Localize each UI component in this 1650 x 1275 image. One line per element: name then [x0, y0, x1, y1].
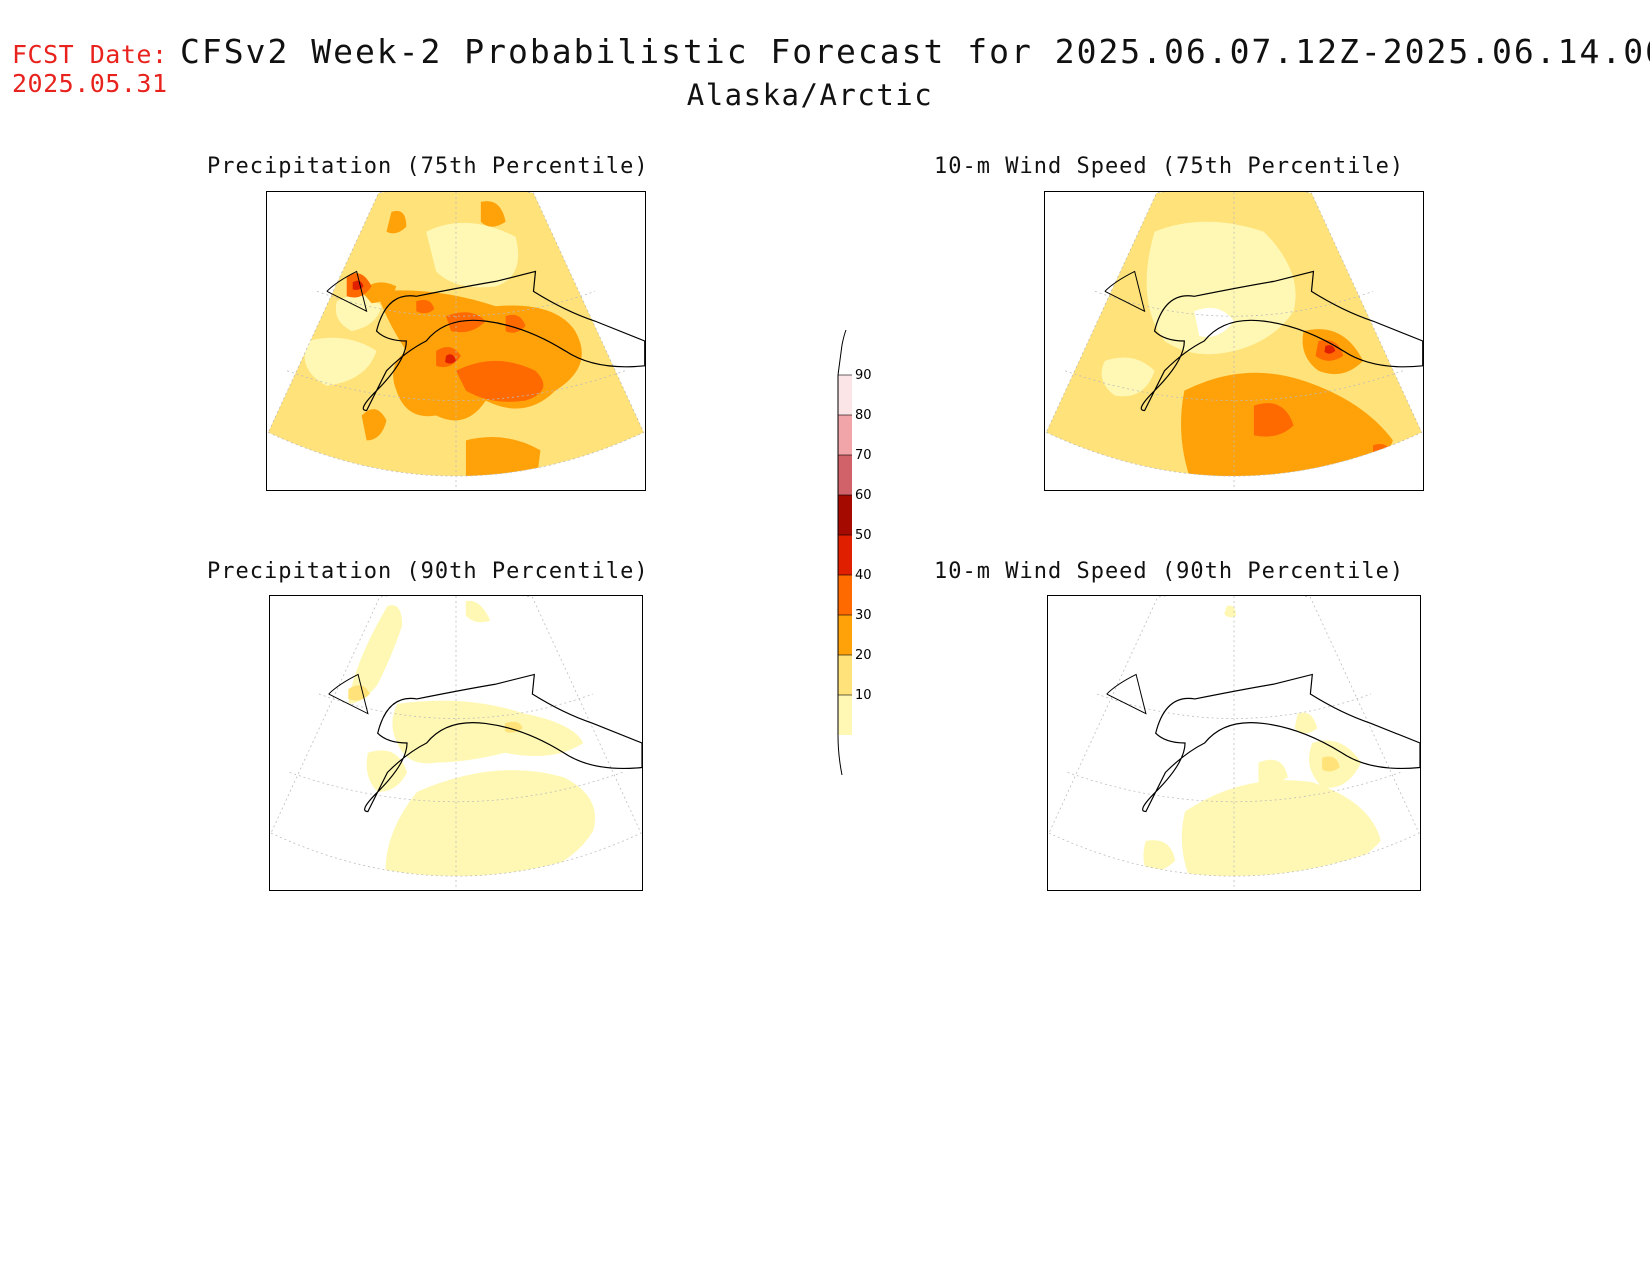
- page-subtitle: Alaska/Arctic: [686, 78, 934, 112]
- panel-title-wind-90: 10-m Wind Speed (90th Percentile): [934, 559, 1405, 584]
- map-panel-wind-90[interactable]: [1047, 595, 1421, 891]
- map-panel-wind-75[interactable]: [1044, 191, 1424, 491]
- colorbar-label-80: 80: [855, 408, 872, 423]
- colorbar-swatch-10: [838, 695, 852, 735]
- colorbar-top-cap: [837, 329, 847, 376]
- map-panel-precip-90[interactable]: [269, 595, 643, 891]
- colorbar-swatch-40: [838, 575, 852, 615]
- colorbar-label-50: 50: [855, 528, 872, 543]
- panel-title-precip-90: Precipitation (90th Percentile): [207, 559, 649, 584]
- colorbar-label-40: 40: [855, 568, 872, 583]
- map-wind-75: [1045, 192, 1423, 490]
- colorbar-swatch-20: [838, 655, 852, 695]
- colorbar-label-20: 20: [855, 648, 872, 663]
- map-precip-75: [267, 192, 645, 490]
- forecast-date-value: 2025.05.31: [12, 69, 168, 98]
- panel-title-precip-75: Precipitation (75th Percentile): [207, 154, 649, 179]
- panel-title-wind-75: 10-m Wind Speed (75th Percentile): [934, 154, 1405, 179]
- colorbar-bottom-cap: [837, 734, 843, 776]
- map-precip-90: [270, 596, 642, 890]
- colorbar-label-70: 70: [855, 448, 872, 463]
- colorbar-label-60: 60: [855, 488, 872, 503]
- colorbar-svg: 90 80 70 60 50 40 30 20 10: [837, 329, 872, 776]
- colorbar-swatch-90: [838, 375, 852, 415]
- colorbar-swatch-70: [838, 455, 852, 495]
- colorbar-swatch-80: [838, 415, 852, 455]
- colorbar-swatch-60: [838, 495, 852, 535]
- page-title: CFSv2 Week-2 Probabilistic Forecast for …: [180, 32, 1650, 71]
- colorbar: 90 80 70 60 50 40 30 20 10: [820, 329, 900, 776]
- colorbar-label-30: 30: [855, 608, 872, 623]
- colorbar-label-90: 90: [855, 368, 872, 383]
- colorbar-swatch-30: [838, 615, 852, 655]
- forecast-date-block: FCST Date: 2025.05.31: [12, 40, 168, 98]
- forecast-date-label: FCST Date:: [12, 40, 168, 69]
- colorbar-swatch-50: [838, 535, 852, 575]
- map-wind-90: [1048, 596, 1420, 890]
- colorbar-label-10: 10: [855, 688, 872, 703]
- map-panel-precip-75[interactable]: [266, 191, 646, 491]
